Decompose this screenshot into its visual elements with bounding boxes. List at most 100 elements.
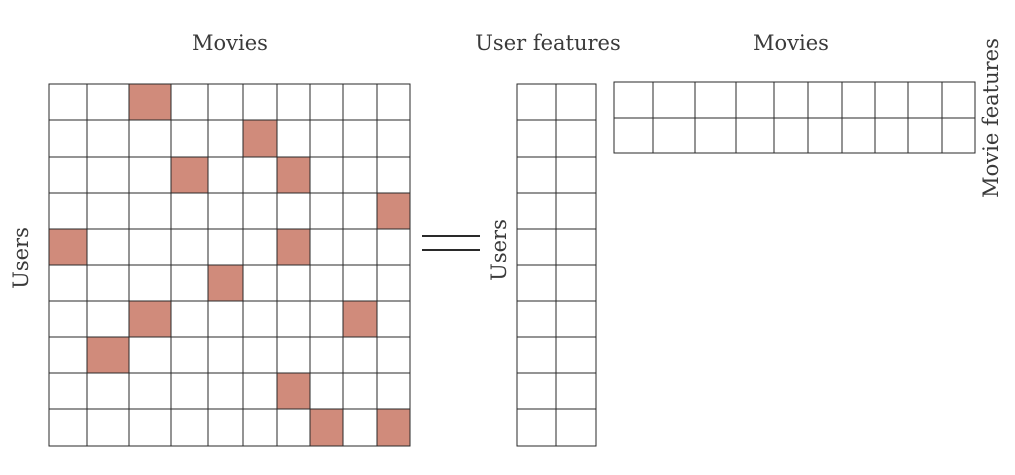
ratings-cell [376, 83, 411, 121]
ratings-cell [276, 192, 311, 230]
user-feature-cell [516, 119, 557, 158]
user-feature-cell [555, 372, 597, 410]
ratings-cell [309, 228, 344, 266]
ratings-cell [86, 228, 130, 266]
movie-feature-cell [652, 81, 696, 119]
ratings-cell [342, 372, 378, 410]
ratings-cell [276, 300, 311, 338]
movie-matrix-top-label: Movies [753, 31, 829, 55]
ratings-top-label: Movies [192, 31, 268, 55]
user-feature-cell [555, 408, 597, 447]
movie-feature-cell [874, 117, 909, 154]
ratings-cell [48, 156, 88, 194]
user-feature-cell [555, 192, 597, 230]
ratings-cell [242, 372, 278, 410]
ratings-cell [342, 228, 378, 266]
user-feature-cell [516, 336, 557, 374]
user-feature-cell [516, 192, 557, 230]
ratings-filled-cell [48, 228, 88, 266]
ratings-cell [170, 228, 209, 266]
movie-feature-matrix [613, 81, 976, 154]
movie-feature-cell [613, 117, 654, 154]
movie-feature-cell [652, 117, 696, 154]
ratings-cell [48, 372, 88, 410]
ratings-filled-cell [128, 300, 172, 338]
ratings-cell [128, 192, 172, 230]
ratings-cell [170, 192, 209, 230]
ratings-cell [276, 119, 311, 158]
ratings-filled-cell [276, 228, 311, 266]
ratings-cell [86, 119, 130, 158]
movie-feature-cell [694, 117, 737, 154]
ratings-cell [86, 300, 130, 338]
ratings-cell [170, 264, 209, 302]
ratings-cell [376, 336, 411, 374]
movie-feature-cell [735, 117, 775, 154]
ratings-cell [207, 228, 244, 266]
movie-feature-cell [735, 81, 775, 119]
user-feature-cell [555, 228, 597, 266]
ratings-filled-cell [309, 408, 344, 447]
ratings-cell [276, 336, 311, 374]
ratings-cell [309, 336, 344, 374]
ratings-cell [170, 372, 209, 410]
user-matrix-side-label: Users [487, 219, 511, 281]
movie-feature-cell [613, 81, 654, 119]
equals-sign [422, 235, 480, 251]
user-feature-cell [555, 156, 597, 194]
movie-feature-cell [773, 117, 809, 154]
ratings-cell [376, 156, 411, 194]
ratings-cell [48, 119, 88, 158]
ratings-cell [309, 119, 344, 158]
ratings-cell [207, 119, 244, 158]
ratings-cell [309, 372, 344, 410]
ratings-cell [342, 83, 378, 121]
ratings-cell [276, 264, 311, 302]
ratings-cell [242, 300, 278, 338]
ratings-cell [86, 264, 130, 302]
ratings-cell [342, 264, 378, 302]
ratings-cell [86, 372, 130, 410]
ratings-cell [48, 408, 88, 447]
ratings-cell [86, 408, 130, 447]
ratings-cell [128, 408, 172, 447]
movie-feature-cell [941, 81, 976, 119]
user-feature-cell [516, 408, 557, 447]
ratings-cell [128, 228, 172, 266]
movie-feature-cell [841, 81, 876, 119]
user-feature-cell [555, 83, 597, 121]
user-feature-cell [555, 264, 597, 302]
ratings-cell [128, 156, 172, 194]
ratings-filled-cell [170, 156, 209, 194]
ratings-filled-cell [242, 119, 278, 158]
ratings-cell [376, 119, 411, 158]
movie-features-label: Movie features [979, 38, 1003, 198]
ratings-filled-cell [342, 300, 378, 338]
movie-feature-cell [841, 117, 876, 154]
ratings-cell [376, 300, 411, 338]
ratings-cell [376, 264, 411, 302]
ratings-cell [170, 119, 209, 158]
ratings-matrix [48, 83, 411, 447]
ratings-cell [207, 372, 244, 410]
ratings-side-label: Users [9, 227, 33, 289]
ratings-cell [128, 372, 172, 410]
ratings-cell [170, 336, 209, 374]
ratings-filled-cell [276, 156, 311, 194]
user-feature-cell [516, 264, 557, 302]
ratings-cell [128, 264, 172, 302]
ratings-cell [86, 83, 130, 121]
ratings-filled-cell [276, 372, 311, 410]
ratings-cell [170, 83, 209, 121]
ratings-cell [207, 83, 244, 121]
ratings-cell [242, 83, 278, 121]
user-feature-matrix [516, 83, 597, 447]
ratings-cell [242, 228, 278, 266]
ratings-cell [342, 119, 378, 158]
ratings-filled-cell [86, 336, 130, 374]
ratings-cell [309, 83, 344, 121]
ratings-cell [309, 156, 344, 194]
ratings-cell [170, 408, 209, 447]
ratings-cell [242, 264, 278, 302]
ratings-cell [376, 228, 411, 266]
